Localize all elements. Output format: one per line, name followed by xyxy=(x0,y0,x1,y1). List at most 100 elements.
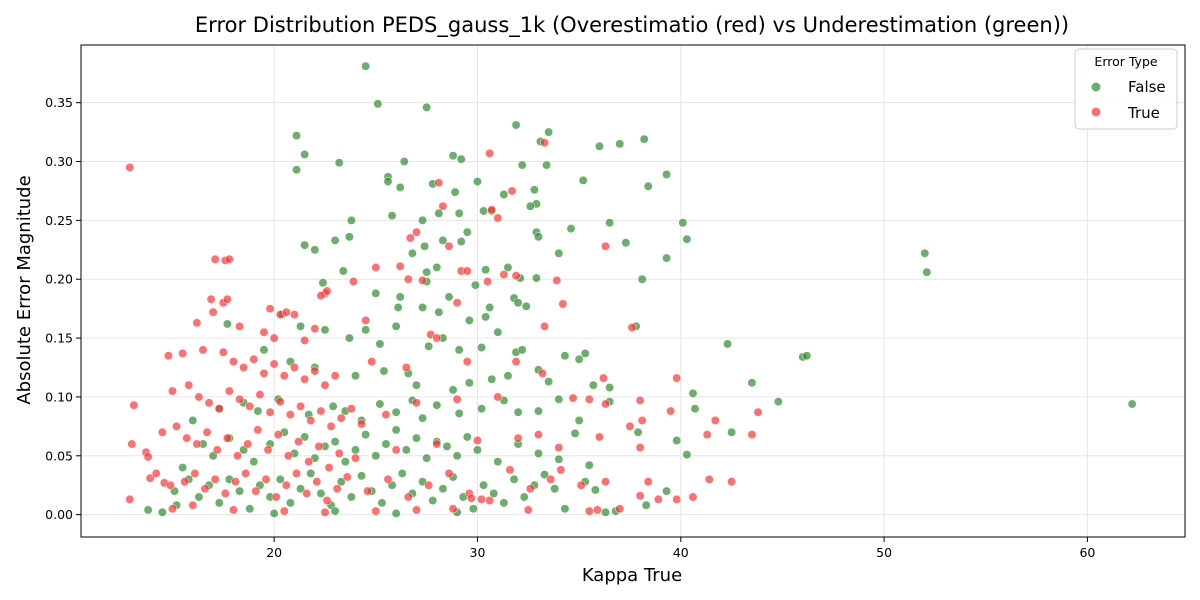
x-tick-label: 40 xyxy=(673,545,689,560)
data-point xyxy=(292,131,301,141)
data-point xyxy=(643,181,653,191)
data-point xyxy=(479,480,489,490)
data-point xyxy=(432,400,442,410)
legend-label-false: False xyxy=(1128,78,1166,96)
data-point xyxy=(560,504,570,514)
data-point xyxy=(422,453,432,463)
data-point xyxy=(314,441,324,451)
data-point xyxy=(507,186,517,196)
data-point xyxy=(401,363,411,372)
data-point xyxy=(584,506,594,516)
data-point xyxy=(434,307,444,317)
data-point xyxy=(485,148,495,158)
data-point xyxy=(253,406,263,416)
data-point xyxy=(682,450,692,460)
data-point xyxy=(330,371,340,381)
data-point xyxy=(249,457,259,467)
data-point xyxy=(357,419,367,429)
data-point xyxy=(373,99,383,109)
data-point xyxy=(275,474,285,484)
data-point xyxy=(635,396,645,405)
data-point xyxy=(438,235,448,245)
data-point xyxy=(387,211,397,221)
data-point xyxy=(595,141,604,151)
y-tick-label: 0.35 xyxy=(45,95,73,110)
data-point xyxy=(285,498,295,508)
data-point xyxy=(204,398,214,408)
data-point xyxy=(157,507,167,517)
data-point xyxy=(249,354,259,364)
data-point xyxy=(259,345,269,355)
data-point xyxy=(127,439,137,449)
data-point xyxy=(188,500,198,510)
data-point xyxy=(531,273,541,283)
data-point xyxy=(367,357,377,367)
data-point xyxy=(344,333,354,343)
data-point xyxy=(259,368,269,378)
data-point xyxy=(424,480,434,490)
data-point xyxy=(348,277,358,287)
data-point xyxy=(448,385,458,395)
data-point xyxy=(198,345,208,355)
data-point xyxy=(420,241,430,251)
data-point xyxy=(401,445,411,455)
data-point xyxy=(316,489,326,498)
data-point xyxy=(383,177,393,186)
x-tick-label: 30 xyxy=(470,545,486,560)
data-point xyxy=(391,445,401,455)
data-point xyxy=(464,378,474,388)
data-point xyxy=(641,500,651,510)
data-point xyxy=(399,157,409,166)
data-point xyxy=(281,480,291,490)
data-point xyxy=(332,484,342,494)
data-point xyxy=(391,425,401,435)
legend-label-true: True xyxy=(1127,104,1160,122)
chart-title: Error Distribution PEDS_gauss_1k (Overes… xyxy=(195,13,1069,38)
data-point xyxy=(338,266,348,276)
data-point xyxy=(263,445,273,455)
data-point xyxy=(405,233,415,243)
data-point xyxy=(477,404,486,414)
data-point xyxy=(322,286,332,296)
data-point xyxy=(253,425,263,435)
data-point xyxy=(393,303,403,312)
data-point xyxy=(334,158,344,168)
data-point xyxy=(601,241,610,251)
data-point xyxy=(578,175,588,185)
data-point xyxy=(464,315,474,325)
data-point xyxy=(509,474,519,484)
data-point xyxy=(544,377,554,387)
data-point xyxy=(688,388,698,398)
data-point xyxy=(672,436,682,445)
data-point xyxy=(570,428,580,438)
data-point xyxy=(727,477,737,487)
data-point xyxy=(544,127,554,137)
y-tick-label: 0.10 xyxy=(45,389,73,404)
data-point xyxy=(143,452,153,462)
data-point xyxy=(194,392,204,402)
y-tick-label: 0.20 xyxy=(45,272,73,287)
data-point xyxy=(351,445,360,455)
y-tick-label: 0.30 xyxy=(45,154,73,169)
data-point xyxy=(513,298,523,308)
data-point xyxy=(477,343,486,352)
data-point xyxy=(615,504,625,514)
legend-marker-true xyxy=(1090,106,1102,118)
data-point xyxy=(281,307,291,317)
data-point xyxy=(334,448,344,458)
data-point xyxy=(143,505,153,515)
data-point xyxy=(292,165,301,175)
data-point xyxy=(448,151,458,161)
data-point xyxy=(444,241,454,251)
data-point xyxy=(605,383,615,392)
data-point xyxy=(466,493,476,503)
data-point xyxy=(546,474,556,484)
data-point xyxy=(214,498,224,508)
series-true xyxy=(125,138,763,517)
data-point xyxy=(310,324,320,334)
x-tick-label: 50 xyxy=(876,545,892,560)
data-point xyxy=(643,477,653,487)
data-point xyxy=(275,397,285,407)
data-point xyxy=(550,484,560,494)
y-axis-ticks: 0.00 0.05 0.10 0.15 0.20 0.25 0.30 0.35 xyxy=(45,95,81,522)
